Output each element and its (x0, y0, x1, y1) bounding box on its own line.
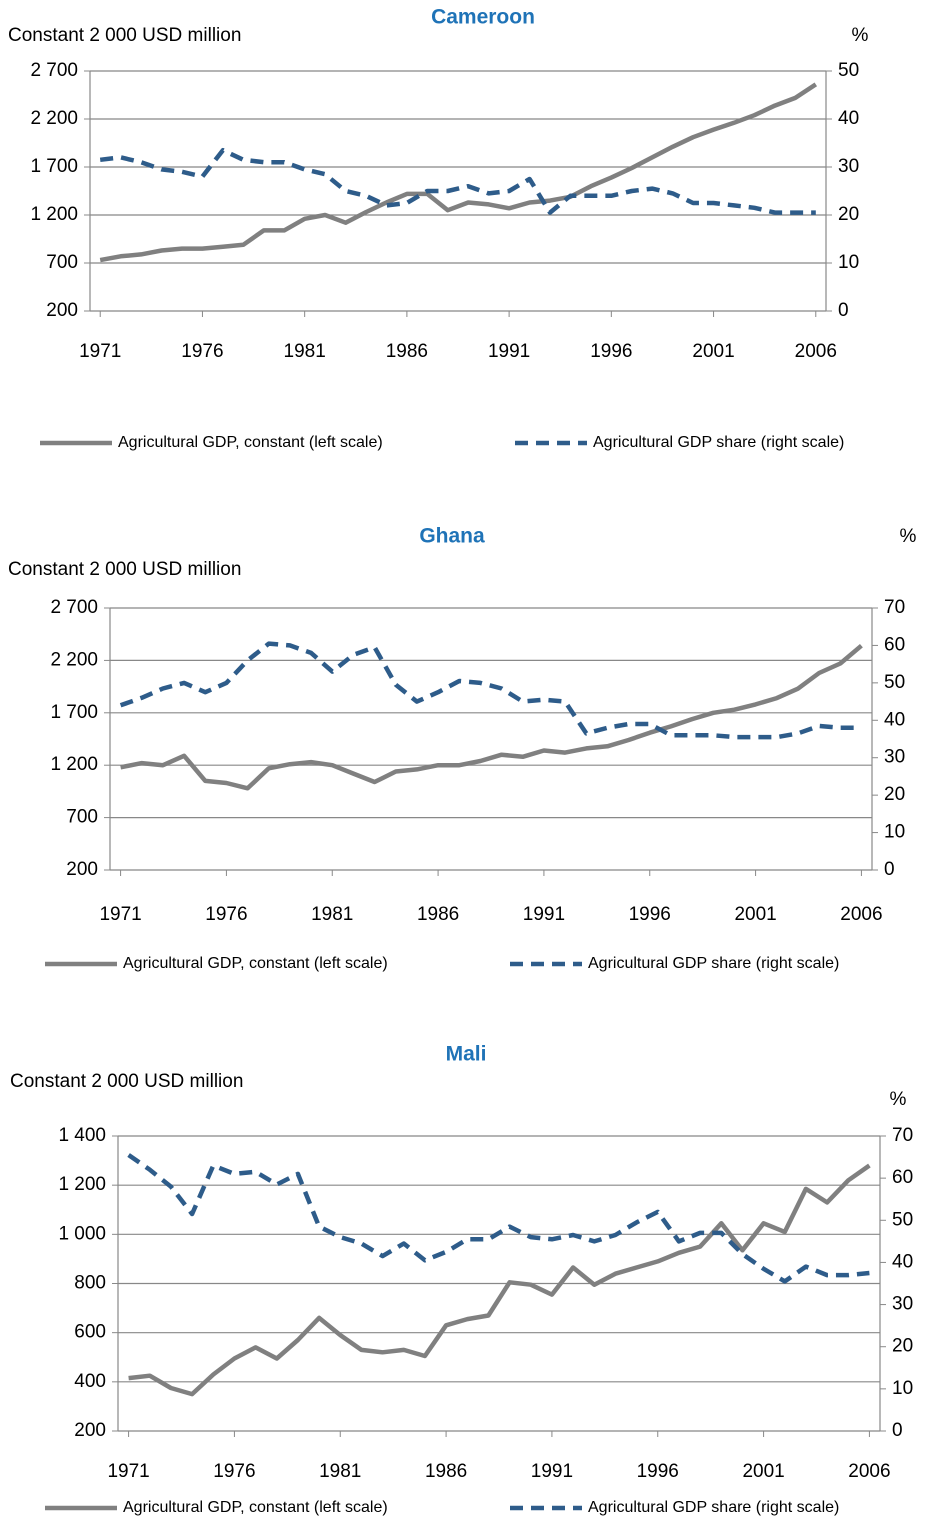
y-tick-label: 1 400 (58, 1125, 106, 1146)
y-tick-label: 2 700 (30, 60, 78, 81)
x-tick-label: 1986 (425, 1461, 467, 1482)
x-tick-label: 1996 (637, 1461, 679, 1482)
y-tick-label: 1 200 (58, 1174, 106, 1195)
y2-tick-label: 50 (884, 672, 905, 693)
x-tick-label: 1991 (523, 904, 565, 925)
x-tick-label: 1971 (107, 1461, 149, 1482)
x-tick-label: 2006 (795, 341, 837, 362)
y2-tick-label: 20 (838, 204, 859, 225)
y2-tick-label: 30 (892, 1294, 913, 1315)
y2-tick-label: 20 (884, 784, 905, 805)
y2-tick-label: 50 (838, 60, 859, 81)
y-tick-label: 1 200 (30, 204, 78, 225)
series-line (120, 643, 863, 791)
y-axis-label: Constant 2 000 USD million (8, 559, 241, 580)
y2-tick-label: 60 (884, 634, 905, 655)
legend-label: Agricultural GDP share (right scale) (588, 955, 839, 972)
y2-tick-label: 20 (892, 1336, 913, 1357)
x-tick-label: 1981 (311, 904, 353, 925)
y-tick-label: 800 (74, 1273, 106, 1294)
x-tick-label: 1991 (531, 1461, 573, 1482)
x-tick-label: 1976 (213, 1461, 255, 1482)
y2-tick-label: 50 (892, 1209, 913, 1230)
x-tick-label: 2001 (734, 904, 776, 925)
x-tick-label: 1976 (205, 904, 247, 925)
x-tick-label: 1991 (488, 341, 530, 362)
y-axis-label: Constant 2 000 USD million (8, 25, 241, 46)
y2-tick-label: 60 (892, 1167, 913, 1188)
legend-label: Agricultural GDP, constant (left scale) (123, 955, 388, 972)
legend-label: Agricultural GDP, constant (left scale) (118, 434, 383, 451)
series-line (99, 147, 816, 215)
y2-tick-label: 0 (892, 1420, 903, 1441)
y-tick-label: 1 000 (58, 1223, 106, 1244)
y2-tick-label: 70 (884, 597, 905, 618)
y2-axis-label: % (852, 25, 869, 46)
x-tick-label: 1981 (284, 341, 326, 362)
y-tick-label: 600 (74, 1322, 106, 1343)
legend-label: Agricultural GDP share (right scale) (588, 1499, 839, 1516)
series-line (128, 1163, 871, 1397)
y2-tick-label: 40 (884, 709, 905, 730)
y-tick-label: 2 200 (30, 108, 78, 129)
x-tick-label: 1996 (590, 341, 632, 362)
y2-tick-label: 0 (884, 859, 895, 880)
y2-tick-label: 40 (892, 1251, 913, 1272)
x-tick-label: 2001 (692, 341, 734, 362)
y-tick-label: 200 (66, 859, 98, 880)
y-tick-label: 700 (46, 252, 78, 273)
x-tick-label: 2006 (848, 1461, 890, 1482)
series-line (99, 82, 818, 263)
y2-tick-label: 70 (892, 1125, 913, 1146)
y2-tick-label: 10 (884, 822, 905, 843)
x-tick-label: 2001 (742, 1461, 784, 1482)
y-tick-label: 200 (46, 300, 78, 321)
y2-tick-label: 10 (838, 252, 859, 273)
series-line (127, 1153, 870, 1284)
x-tick-label: 1976 (181, 341, 223, 362)
y2-axis-label: % (890, 1089, 907, 1110)
x-tick-label: 1971 (79, 341, 121, 362)
x-tick-label: 1971 (99, 904, 141, 925)
legend-label: Agricultural GDP, constant (left scale) (123, 1499, 388, 1516)
y-tick-label: 2 200 (50, 649, 98, 670)
y2-tick-label: 40 (838, 108, 859, 129)
chart-title: Mali (446, 1043, 487, 1066)
x-tick-label: 1981 (319, 1461, 361, 1482)
x-tick-label: 1986 (386, 341, 428, 362)
y2-axis-label: % (900, 526, 917, 547)
y-tick-label: 1 200 (50, 754, 98, 775)
legend-label: Agricultural GDP share (right scale) (593, 434, 844, 451)
y-tick-label: 2 700 (50, 597, 98, 618)
series-line (119, 641, 862, 740)
y-tick-label: 1 700 (50, 702, 98, 723)
y-tick-label: 200 (74, 1420, 106, 1441)
y-tick-label: 1 700 (30, 156, 78, 177)
chart-title: Cameroon (431, 6, 535, 29)
y2-tick-label: 0 (838, 300, 849, 321)
y2-tick-label: 10 (892, 1378, 913, 1399)
x-tick-label: 1986 (417, 904, 459, 925)
y2-tick-label: 30 (838, 156, 859, 177)
x-tick-label: 1996 (629, 904, 671, 925)
y-tick-label: 700 (66, 807, 98, 828)
y-tick-label: 400 (74, 1371, 106, 1392)
y-axis-label: Constant 2 000 USD million (10, 1071, 243, 1092)
chart-title: Ghana (419, 525, 485, 548)
y2-tick-label: 30 (884, 747, 905, 768)
x-tick-label: 2006 (840, 904, 882, 925)
